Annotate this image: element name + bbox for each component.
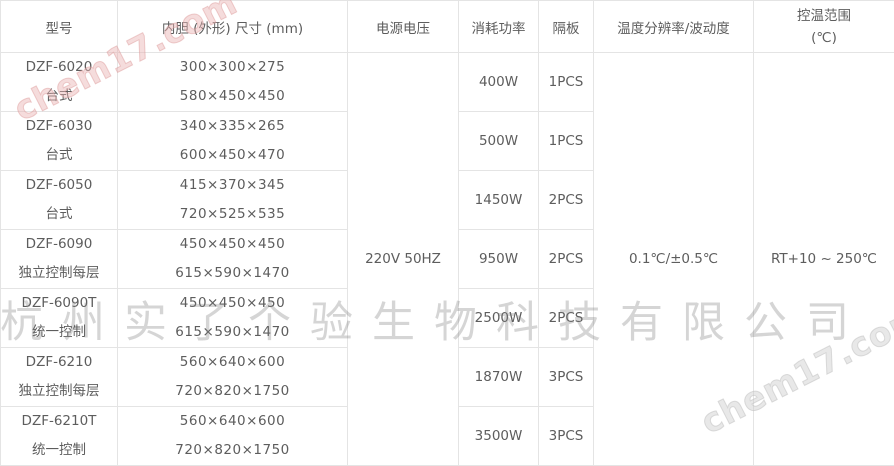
model-cell: DZF-6020 台式: [1, 53, 118, 112]
power-cell: 3500W: [459, 407, 539, 466]
inner-size: 560×640×600: [118, 407, 347, 436]
header-dimensions: 内胆 (外形) 尺寸 (mm): [118, 1, 348, 53]
header-row: 型号 内胆 (外形) 尺寸 (mm) 电源电压 消耗功率 隔板 温度分辨率/波动…: [1, 1, 894, 53]
outer-size: 615×590×1470: [118, 259, 347, 288]
header-range: 控温范围 (℃): [754, 1, 894, 53]
model-type: 统一控制: [1, 318, 117, 347]
model-cell: DZF-6090 独立控制每层: [1, 230, 118, 289]
header-voltage: 电源电压: [348, 1, 459, 53]
model-cell: DZF-6050 台式: [1, 171, 118, 230]
shelf-cell: 3PCS: [539, 348, 594, 407]
shelf-cell: 3PCS: [539, 407, 594, 466]
shelf-cell: 1PCS: [539, 112, 594, 171]
model-cell: DZF-6090T 统一控制: [1, 289, 118, 348]
shelf-cell: 2PCS: [539, 230, 594, 289]
table-row: DZF-6020 台式 300×300×275 580×450×450 220V…: [1, 53, 894, 112]
model-type: 独立控制每层: [1, 377, 117, 406]
dimensions-cell: 450×450×450 615×590×1470: [118, 289, 348, 348]
inner-size: 340×335×265: [118, 112, 347, 141]
model-type: 独立控制每层: [1, 259, 117, 288]
model-name: DZF-6050: [1, 171, 117, 200]
outer-size: 720×525×535: [118, 200, 347, 229]
inner-size: 560×640×600: [118, 348, 347, 377]
dimensions-cell: 300×300×275 580×450×450: [118, 53, 348, 112]
model-type: 统一控制: [1, 436, 117, 465]
model-type: 台式: [1, 200, 117, 229]
power-cell: 1450W: [459, 171, 539, 230]
power-cell: 950W: [459, 230, 539, 289]
model-cell: DZF-6210T 统一控制: [1, 407, 118, 466]
inner-size: 450×450×450: [118, 230, 347, 259]
header-range-line2: (℃): [754, 27, 894, 49]
shelf-cell: 2PCS: [539, 289, 594, 348]
model-name: DZF-6210T: [1, 407, 117, 436]
inner-size: 300×300×275: [118, 53, 347, 82]
shelf-cell: 2PCS: [539, 171, 594, 230]
resolution-cell: 0.1℃/±0.5℃: [594, 53, 754, 466]
model-type: 台式: [1, 141, 117, 170]
model-name: DZF-6030: [1, 112, 117, 141]
power-cell: 500W: [459, 112, 539, 171]
model-name: DZF-6210: [1, 348, 117, 377]
power-cell: 400W: [459, 53, 539, 112]
dimensions-cell: 560×640×600 720×820×1750: [118, 407, 348, 466]
model-type: 台式: [1, 82, 117, 111]
outer-size: 720×820×1750: [118, 377, 347, 406]
header-power: 消耗功率: [459, 1, 539, 53]
range-cell: RT+10 ~ 250℃: [754, 53, 894, 466]
model-name: DZF-6020: [1, 53, 117, 82]
model-cell: DZF-6030 台式: [1, 112, 118, 171]
inner-size: 415×370×345: [118, 171, 347, 200]
outer-size: 580×450×450: [118, 82, 347, 111]
dimensions-cell: 415×370×345 720×525×535: [118, 171, 348, 230]
header-model: 型号: [1, 1, 118, 53]
header-shelf: 隔板: [539, 1, 594, 53]
inner-size: 450×450×450: [118, 289, 347, 318]
header-range-line1: 控温范围: [754, 5, 894, 27]
outer-size: 615×590×1470: [118, 318, 347, 347]
model-name: DZF-6090: [1, 230, 117, 259]
outer-size: 600×450×470: [118, 141, 347, 170]
dimensions-cell: 560×640×600 720×820×1750: [118, 348, 348, 407]
model-cell: DZF-6210 独立控制每层: [1, 348, 118, 407]
shelf-cell: 1PCS: [539, 53, 594, 112]
dimensions-cell: 340×335×265 600×450×470: [118, 112, 348, 171]
power-cell: 1870W: [459, 348, 539, 407]
power-cell: 2500W: [459, 289, 539, 348]
header-resolution: 温度分辨率/波动度: [594, 1, 754, 53]
dimensions-cell: 450×450×450 615×590×1470: [118, 230, 348, 289]
voltage-cell: 220V 50HZ: [348, 53, 459, 466]
model-name: DZF-6090T: [1, 289, 117, 318]
outer-size: 720×820×1750: [118, 436, 347, 465]
